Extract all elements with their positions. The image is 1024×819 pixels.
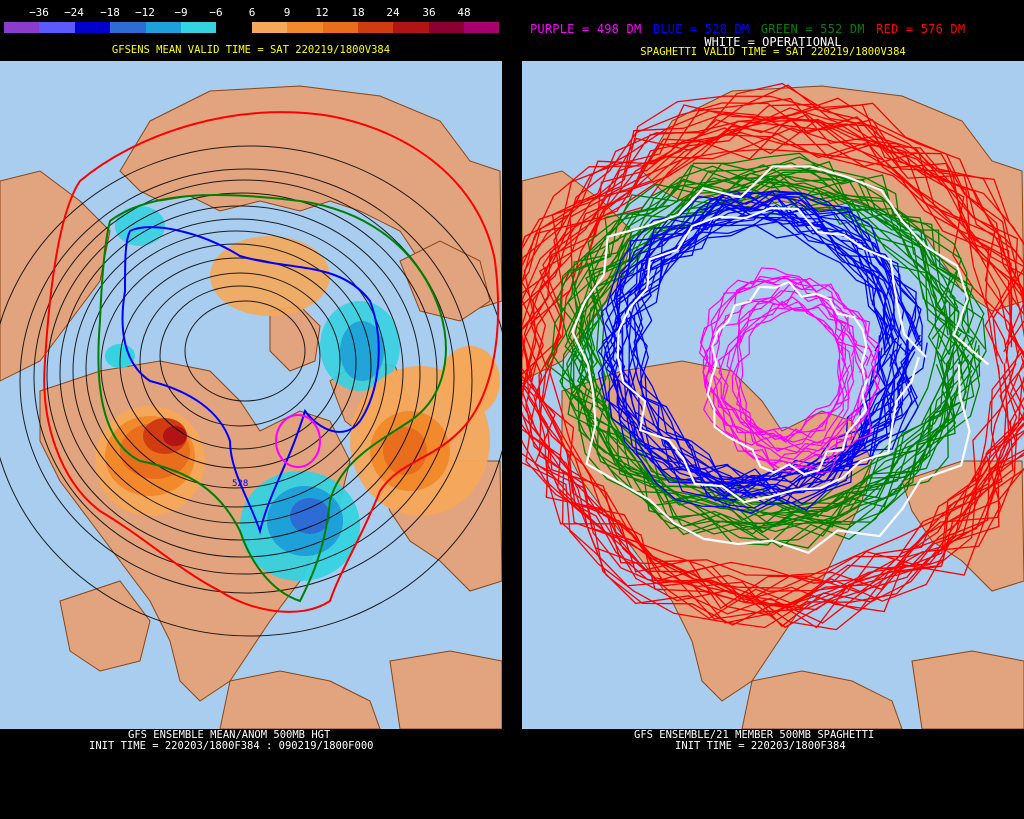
legend-purple: PURPLE = 498 DM — [530, 22, 642, 36]
spaghetti-line — [601, 203, 887, 494]
right-footer-line2: INIT TIME = 220203/1800F384 — [675, 740, 846, 752]
spaghetti-line — [626, 204, 919, 505]
legend-label: −6 — [209, 6, 223, 19]
spaghetti-map — [522, 61, 1024, 729]
spaghetti-line — [533, 97, 1024, 604]
contour-528-label: 528 — [232, 479, 248, 489]
legend-swatch — [110, 22, 146, 33]
legend-swatch — [287, 22, 323, 33]
legend-swatch — [393, 22, 429, 33]
legend-label: 6 — [248, 6, 256, 19]
legend-swatch — [216, 22, 252, 33]
spaghetti-line — [703, 296, 844, 467]
legend-label: −18 — [100, 6, 120, 19]
spaghetti-map-svg — [522, 61, 1024, 729]
legend-label: 24 — [386, 6, 400, 19]
spaghetti-line — [702, 275, 847, 443]
left-valid-time-title: GFSENS MEAN VALID TIME = SAT 220219/1800… — [111, 44, 391, 56]
spaghetti-line — [620, 190, 909, 486]
spaghetti-line — [709, 276, 858, 441]
spaghetti-line — [631, 209, 923, 497]
anomaly-legend-labels: −36 −24 −18 −12 −9 −6 6 9 12 18 24 36 48 — [0, 6, 502, 20]
contour-498 — [275, 414, 321, 468]
legend-label: −9 — [174, 6, 188, 19]
spaghetti-line — [571, 165, 990, 555]
ensemble-mean-map: 528 — [0, 61, 502, 729]
spaghetti-line — [629, 190, 923, 489]
legend-label: 12 — [315, 6, 329, 19]
legend-swatch — [74, 22, 111, 33]
legend-swatch — [39, 22, 75, 33]
legend-swatch — [4, 22, 40, 33]
mean-map-svg: 528 — [0, 61, 502, 729]
spaghetti-line — [522, 110, 1024, 620]
spaghetti-legend-line1: PURPLE = 498 DM BLUE = 528 DM GREEN = 55… — [522, 22, 1024, 36]
legend-label: −12 — [135, 6, 155, 19]
spaghetti-line — [522, 125, 1024, 626]
spaghetti-line — [616, 206, 927, 504]
right-valid-time-title: SPAGHETTI VALID TIME = SAT 220219/1800V3… — [640, 46, 906, 58]
legend-swatch — [464, 22, 500, 33]
left-footer: GFS ENSEMBLE MEAN/ANOM 500MB HGT INIT TI… — [0, 730, 502, 752]
left-footer-line1: GFS ENSEMBLE MEAN/ANOM 500MB HGT — [128, 729, 331, 741]
legend-swatch — [428, 22, 465, 33]
spaghetti-line — [522, 103, 1024, 592]
anomaly-shading — [95, 206, 500, 581]
spaghetti-line — [522, 82, 1024, 589]
legend-label: 48 — [457, 6, 471, 19]
right-footer-line1: GFS ENSEMBLE/21 MEMBER 500MB SPAGHETTI — [634, 729, 875, 741]
spaghetti-line — [522, 117, 1024, 631]
legend-white: WHITE = OPERATIONAL — [704, 35, 842, 49]
contour-528 — [121, 226, 380, 535]
spaghetti-line — [607, 223, 901, 511]
spaghetti-line — [633, 190, 918, 488]
legend-label: 36 — [422, 6, 436, 19]
spaghetti-line — [564, 176, 975, 527]
spaghetti-line — [522, 134, 1024, 629]
spaghetti-line — [588, 171, 987, 526]
height-contours — [0, 145, 502, 637]
spaghetti-line — [522, 102, 1024, 610]
spaghetti-line — [573, 181, 962, 543]
spaghetti-line — [559, 164, 954, 533]
legend-blue: BLUE = 528 DM — [652, 22, 750, 36]
spaghetti-line — [567, 152, 968, 515]
spaghetti-line — [576, 169, 986, 524]
spaghetti-line — [734, 278, 881, 444]
contour-576 — [43, 111, 500, 613]
legend-swatch — [357, 22, 394, 33]
legend-label: 18 — [351, 6, 365, 19]
spaghetti-line — [726, 283, 874, 451]
legend-label: 9 — [283, 6, 291, 19]
legend-label: −36 — [29, 6, 49, 19]
spaghetti-contours — [522, 82, 1024, 631]
spaghetti-line — [567, 156, 962, 512]
spaghetti-line — [545, 188, 950, 537]
left-footer-line2: INIT TIME = 220203/1800F384 : 090219/180… — [89, 740, 374, 752]
ensemble-mean-panel: −36 −24 −18 −12 −9 −6 6 9 12 18 24 36 48… — [0, 0, 502, 819]
spaghetti-line — [588, 174, 981, 526]
spaghetti-line — [731, 306, 881, 474]
right-footer: GFS ENSEMBLE/21 MEMBER 500MB SPAGHETTI I… — [522, 730, 1024, 752]
contour-552 — [97, 194, 447, 603]
anomaly-color-scale — [4, 22, 500, 33]
legend-swatch — [322, 22, 358, 33]
spaghetti-line — [605, 195, 895, 481]
legend-swatch — [251, 22, 288, 33]
spaghetti-line — [573, 177, 964, 531]
spaghetti-line — [578, 164, 975, 504]
legend-label: −24 — [64, 6, 84, 19]
spaghetti-line — [538, 97, 1024, 609]
legend-green: GREEN = 552 DM — [760, 22, 865, 36]
spaghetti-line — [571, 189, 981, 533]
spaghetti-line — [721, 300, 868, 469]
legend-red: RED = 576 DM — [876, 22, 966, 36]
spaghetti-line — [706, 280, 869, 476]
spaghetti-panel: PURPLE = 498 DM BLUE = 528 DM GREEN = 55… — [522, 0, 1024, 819]
legend-swatch — [145, 22, 181, 33]
spaghetti-line — [699, 267, 848, 434]
spaghetti-line — [704, 296, 855, 464]
legend-swatch — [180, 22, 217, 33]
